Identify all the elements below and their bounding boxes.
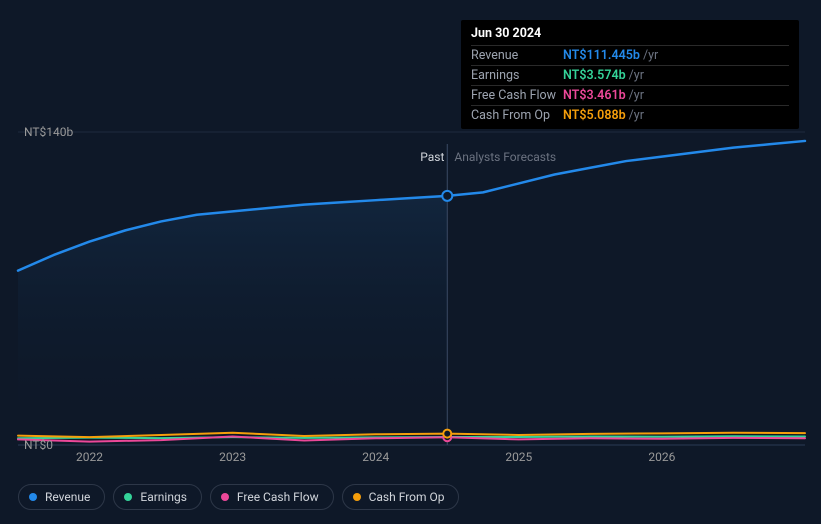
x-axis-label: 2026 (648, 450, 675, 464)
x-axis-label: 2023 (219, 450, 246, 464)
legend-item-cfo[interactable]: Cash From Op (342, 484, 460, 510)
tooltip-row: Free Cash FlowNT$3.461b/yr (471, 85, 789, 105)
tooltip-row-value: NT$5.088b (563, 108, 626, 123)
tooltip-row-value: NT$3.461b (563, 88, 626, 103)
legend-dot-icon (353, 493, 361, 501)
tooltip-row-label: Earnings (471, 68, 563, 83)
section-label-past: Past (420, 150, 444, 164)
tooltip-row-unit: /yr (643, 48, 658, 63)
marker-dot-revenue (442, 191, 452, 201)
y-axis-label: NT$0 (24, 438, 53, 452)
section-label-forecast: Analysts Forecasts (454, 150, 556, 164)
legend-item-label: Cash From Op (369, 490, 445, 504)
tooltip-row: EarningsNT$3.574b/yr (471, 65, 789, 85)
tooltip-row-unit: /yr (629, 88, 644, 103)
x-axis-label: 2022 (76, 450, 103, 464)
legend-item-earnings[interactable]: Earnings (113, 484, 202, 510)
legend-dot-icon (29, 493, 37, 501)
x-axis-label: 2024 (362, 450, 389, 464)
tooltip-row-unit: /yr (629, 68, 644, 83)
legend-item-label: Free Cash Flow (237, 490, 319, 504)
tooltip-row-unit: /yr (629, 108, 644, 123)
tooltip-row-label: Revenue (471, 48, 563, 63)
tooltip-row-label: Cash From Op (471, 108, 563, 123)
past-shaded-area (18, 196, 447, 445)
tooltip-row-label: Free Cash Flow (471, 88, 563, 103)
legend-item-label: Revenue (45, 490, 90, 504)
y-axis-label: NT$140b (24, 125, 73, 139)
tooltip-row-value: NT$3.574b (563, 68, 626, 83)
legend-item-fcf[interactable]: Free Cash Flow (210, 484, 334, 510)
financials-chart: Past Analysts Forecasts Jun 30 2024 Reve… (0, 0, 821, 524)
legend-dot-icon (124, 493, 132, 501)
legend-item-label: Earnings (140, 490, 187, 504)
tooltip-row: Cash From OpNT$5.088b/yr (471, 105, 789, 125)
x-axis-label: 2025 (505, 450, 532, 464)
chart-legend: Revenue Earnings Free Cash Flow Cash From O… (18, 484, 459, 510)
marker-dot-cfo (443, 430, 451, 438)
legend-item-revenue[interactable]: Revenue (18, 484, 105, 510)
chart-tooltip: Jun 30 2024 RevenueNT$111.445b/yrEarning… (461, 20, 799, 129)
tooltip-row-value: NT$111.445b (563, 48, 640, 63)
legend-dot-icon (221, 493, 229, 501)
tooltip-row: RevenueNT$111.445b/yr (471, 45, 789, 65)
tooltip-date: Jun 30 2024 (471, 26, 789, 45)
